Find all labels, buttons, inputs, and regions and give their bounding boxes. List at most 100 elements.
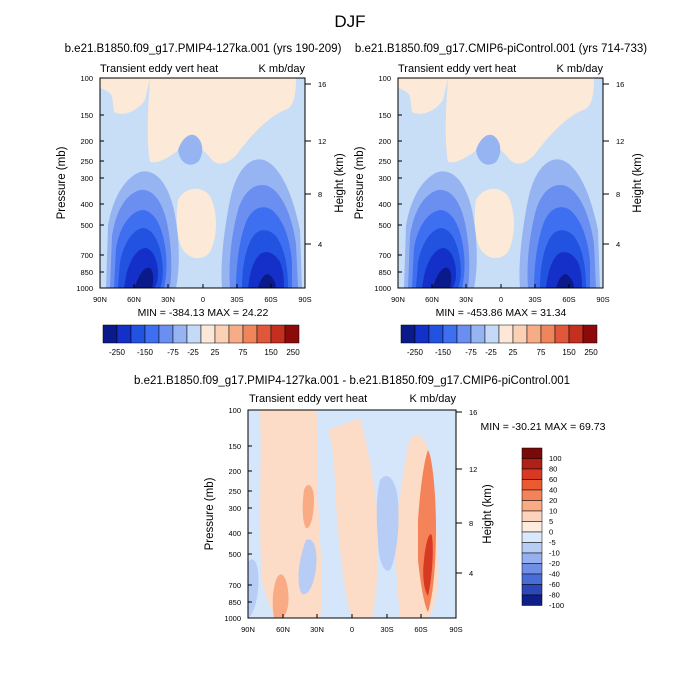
x-tick-label: 0 xyxy=(201,295,205,304)
colorbar-swatch xyxy=(116,324,132,344)
y2-tick-label: 8 xyxy=(318,190,322,199)
colorbar-label: -60 xyxy=(549,580,560,589)
y-axis-label: Pressure (mb) xyxy=(204,477,216,550)
y-tick-label: 850 xyxy=(378,268,391,277)
colorbar-swatch xyxy=(456,324,472,344)
colorbar-label: 75 xyxy=(537,348,546,357)
y-tick-label: 700 xyxy=(228,581,241,590)
colorbar-swatch xyxy=(521,542,543,554)
colorbar-label: -80 xyxy=(549,591,560,600)
positive-region xyxy=(328,418,379,618)
colorbar-swatch xyxy=(400,324,416,344)
min-max-stats: MIN = -30.21 MAX = 69.73 xyxy=(481,421,606,433)
colorbar-swatch xyxy=(521,573,543,585)
y2-axis-label: Height (km) xyxy=(632,153,644,213)
colorbar-label: 5 xyxy=(549,517,553,526)
colorbar-label: 0 xyxy=(549,528,553,537)
colorbar-label: 10 xyxy=(549,507,557,516)
colorbar-label: -20 xyxy=(549,559,560,568)
y-tick-label: 150 xyxy=(228,442,241,451)
colorbar-swatch xyxy=(521,458,543,470)
colorbar-label: 100 xyxy=(549,454,562,463)
colorbar-label: 25 xyxy=(509,348,518,357)
y-tick-label: 100 xyxy=(378,74,391,83)
colorbar-label: 75 xyxy=(239,348,248,357)
colorbar-swatch xyxy=(442,324,458,344)
x-tick-label: 30S xyxy=(528,295,541,304)
y-tick-label: 150 xyxy=(378,111,391,120)
colorbar-label: -40 xyxy=(549,570,560,579)
y2-tick-label: 16 xyxy=(469,408,477,417)
contour-level-1 xyxy=(476,134,501,165)
colorbar-label: -75 xyxy=(465,348,477,357)
y-tick-label: 700 xyxy=(80,251,93,260)
min-max-stats: MIN = -453.86 MAX = 31.34 xyxy=(436,307,567,319)
x-tick-label: 60S xyxy=(562,295,575,304)
negative-region xyxy=(298,539,317,595)
panel-title: b.e21.B1850.f09_g17.PMIP4-127ka.001 (yrs… xyxy=(65,43,342,55)
colorbar-label: -250 xyxy=(407,348,424,357)
y-axis-label: Pressure (mb) xyxy=(56,146,68,219)
colorbar-swatch xyxy=(158,324,174,344)
colorbar-swatch xyxy=(186,324,202,344)
colorbar-swatch xyxy=(172,324,188,344)
x-tick-label: 30N xyxy=(310,625,324,634)
contour-level-5 xyxy=(248,252,284,288)
y2-tick-label: 4 xyxy=(318,240,322,249)
colorbar-swatch xyxy=(521,521,543,533)
x-tick-label: 90S xyxy=(298,295,311,304)
x-tick-label: 90N xyxy=(391,295,405,304)
x-tick-label: 90N xyxy=(93,295,107,304)
colorbar-label: -150 xyxy=(435,348,452,357)
panel-cmip6: b.e21.B1850.f09_g17.CMIP6-piControl.001 … xyxy=(354,43,647,357)
colorbar-label: -150 xyxy=(137,348,154,357)
y2-tick-label: 16 xyxy=(318,80,326,89)
colorbar-label: -100 xyxy=(549,601,564,610)
colorbar-swatch xyxy=(521,479,543,491)
y-axis: 100 150 200 250 300 400 500 700 850 1000 xyxy=(76,74,104,293)
colorbar-label: 25 xyxy=(211,348,220,357)
x-tick-label: 30S xyxy=(380,625,393,634)
panel-title: b.e21.B1850.f09_g17.CMIP6-piControl.001 … xyxy=(355,43,647,55)
colorbar-swatch xyxy=(470,324,486,344)
y-tick-label: 250 xyxy=(378,157,391,166)
y2-tick-label: 4 xyxy=(469,569,473,578)
colorbar-swatch xyxy=(228,324,244,344)
x-axis: 90N 60N 30N 0 30S 60S 90S xyxy=(391,284,610,304)
y-tick-label: 500 xyxy=(80,221,93,230)
panel-title: b.e21.B1850.f09_g17.PMIP4-127ka.001 - b.… xyxy=(134,375,570,387)
right-subtitle: K mb/day xyxy=(557,63,604,75)
y-tick-label: 500 xyxy=(228,550,241,559)
right-subtitle: K mb/day xyxy=(259,63,306,75)
colorbar-swatch xyxy=(554,324,570,344)
y-tick-label: 400 xyxy=(228,529,241,538)
colorbar-swatch xyxy=(484,324,500,344)
min-max-stats: MIN = -384.13 MAX = 24.22 xyxy=(138,307,269,319)
y2-tick-label: 8 xyxy=(469,519,473,528)
x-tick-label: 30N xyxy=(459,295,473,304)
left-subtitle: Transient eddy vert heat xyxy=(249,393,367,405)
x-tick-label: 30S xyxy=(230,295,243,304)
colorbar-swatch xyxy=(144,324,160,344)
x-tick-label: 90N xyxy=(241,625,255,634)
right-subtitle: K mb/day xyxy=(410,393,457,405)
y-axis-label: Pressure (mb) xyxy=(354,146,366,219)
colorbar: -250 -150 -75 -25 25 75 150 250 xyxy=(102,324,300,357)
y-tick-label: 850 xyxy=(228,598,241,607)
colorbar-label: -250 xyxy=(109,348,126,357)
y2-axis: 4 8 12 16 xyxy=(456,408,477,578)
y2-axis: 4 8 12 16 xyxy=(305,80,326,249)
x-tick-label: 90S xyxy=(596,295,609,304)
positive-strong xyxy=(302,485,314,529)
x-tick-label: 90S xyxy=(449,625,462,634)
colorbar-label: 250 xyxy=(286,348,300,357)
y-tick-label: 300 xyxy=(228,504,241,513)
colorbar-swatch xyxy=(242,324,258,344)
figure-title: DJF xyxy=(334,12,365,31)
contour-level-5 xyxy=(546,252,582,288)
colorbar-label: 150 xyxy=(562,348,576,357)
positive-region xyxy=(176,188,216,259)
y-tick-label: 1000 xyxy=(224,614,241,623)
y-tick-label: 400 xyxy=(378,200,391,209)
